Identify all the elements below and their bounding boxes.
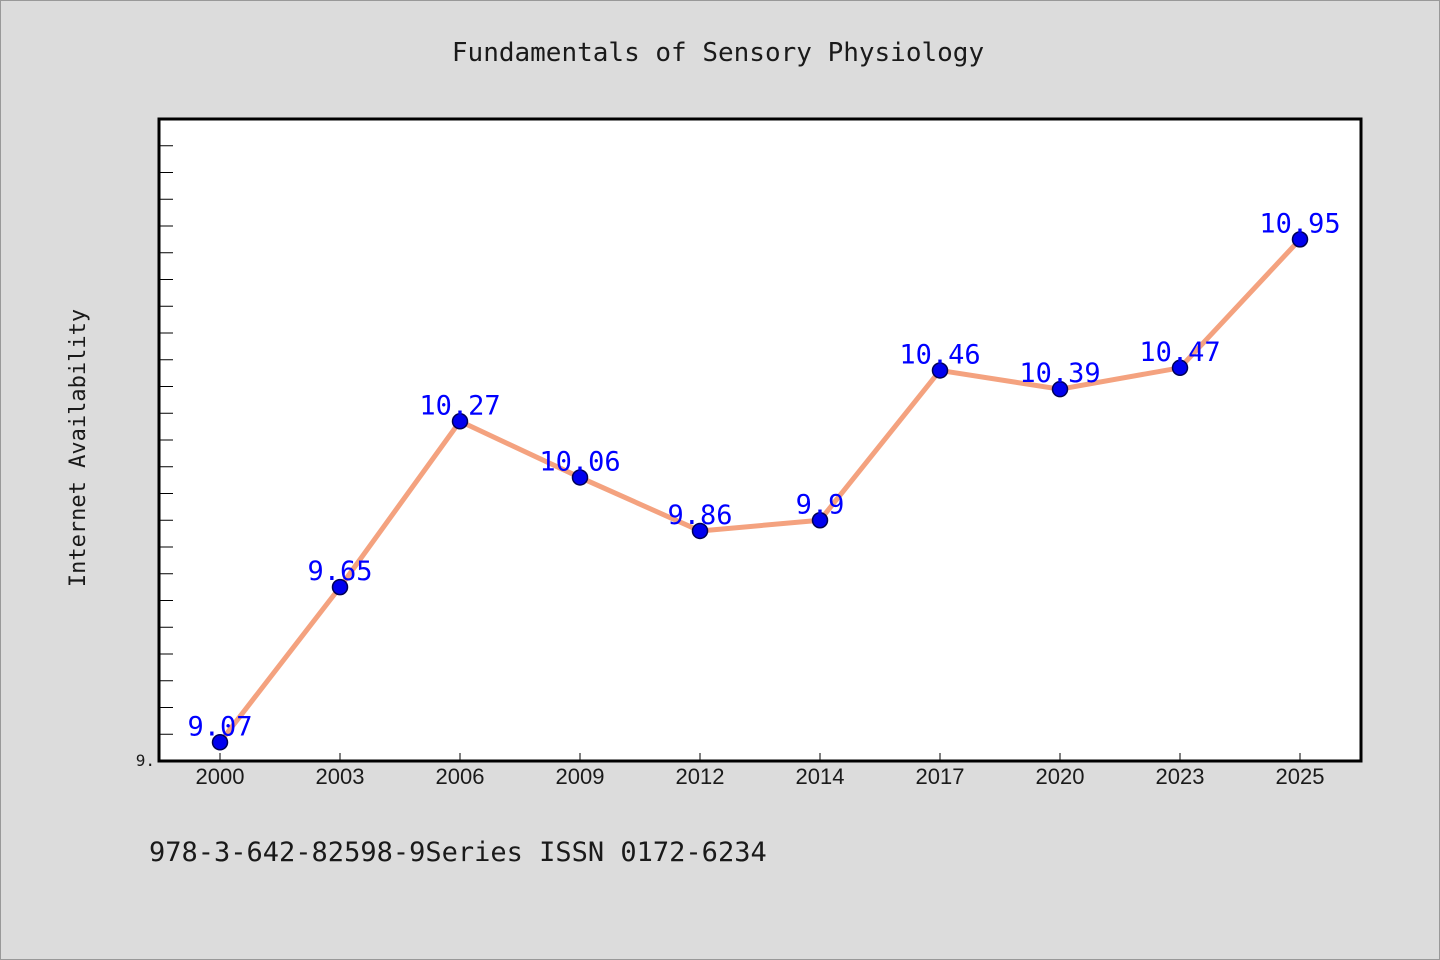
y-axis-ticks: 9. — [136, 145, 173, 770]
data-label: 9.86 — [667, 500, 732, 531]
data-point — [571, 469, 589, 486]
series-lines — [218, 237, 1302, 744]
data-point — [1171, 359, 1189, 377]
data-label: 9.65 — [307, 556, 372, 587]
x-tick-label: 2025 — [1276, 764, 1325, 789]
x-tick-label: 2017 — [916, 764, 965, 789]
data-point — [1051, 380, 1069, 398]
data-label: 9.9 — [796, 489, 845, 520]
data-label: 10.95 — [1259, 208, 1340, 239]
data-label: 10.47 — [1139, 337, 1220, 368]
data-point — [811, 512, 829, 529]
footer-text: 978-3-642-82598-9Series ISSN 0172-6234 — [149, 837, 767, 868]
x-axis-ticks: 2000 2003 2006 2009 2012 2014 2017 2020 2023 2025 — [196, 753, 1325, 789]
x-tick-label: 2006 — [436, 764, 485, 789]
data-point — [211, 734, 229, 751]
plot-area — [157, 117, 1363, 763]
data-point — [331, 578, 349, 596]
x-tick-label: 2023 — [1156, 764, 1205, 789]
chart-title: Fundamentals of Sensory Physiology — [452, 38, 984, 68]
data-label: 10.46 — [899, 339, 980, 370]
x-tick-label: 2020 — [1036, 764, 1085, 789]
series-line — [218, 237, 1302, 744]
data-point — [1291, 231, 1309, 248]
x-tick-label: 2009 — [556, 764, 605, 789]
data-label: 10.06 — [539, 446, 620, 477]
x-tick-label: 2014 — [796, 764, 845, 789]
x-tick-label: 2003 — [316, 764, 365, 789]
y-tick-label: 9. — [136, 751, 155, 770]
y-axis-label: Internet Availability — [66, 309, 91, 587]
data-label: 10.39 — [1019, 358, 1100, 389]
data-markers — [211, 231, 1309, 751]
x-tick-label: 2012 — [676, 764, 725, 789]
x-tick-label: 2000 — [196, 764, 245, 789]
data-label: 9.07 — [187, 711, 252, 742]
data-label: 10.27 — [419, 390, 500, 421]
value-labels: 9.07 9.65 10.27 10.06 9.86 9.9 10.46 10.39 10.47… — [187, 208, 1340, 742]
data-point — [691, 522, 709, 540]
data-point — [451, 413, 469, 430]
data-point — [931, 362, 949, 379]
